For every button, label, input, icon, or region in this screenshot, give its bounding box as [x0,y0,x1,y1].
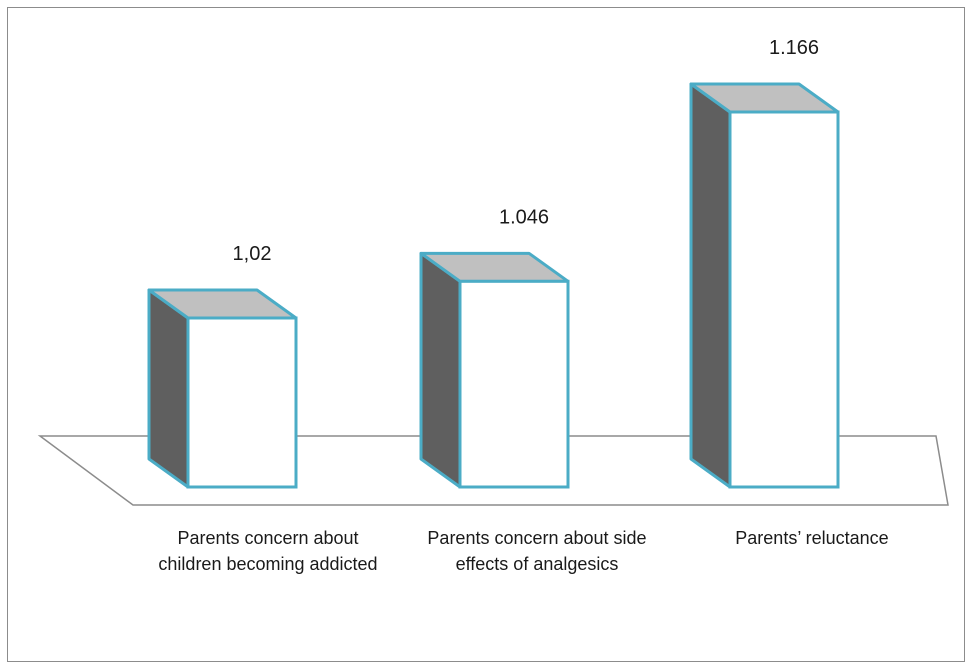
chart-floor [37,435,949,506]
bar [186,316,298,489]
chart-frame [7,7,965,662]
category-tick-label: Parents concern about side effects of an… [427,528,647,574]
bar-side-face [689,82,732,489]
category-tick-label: Parents’ reluctance [735,528,889,548]
bar-side-face [147,288,190,489]
bar [728,110,840,489]
category-tick-label: Parents concern about children becoming … [158,528,378,574]
data-label: 1.166 [769,37,819,59]
bar [458,279,570,489]
data-label: 1,02 [233,243,272,265]
data-label: 1.046 [499,206,549,228]
bar-side-face [419,251,462,489]
